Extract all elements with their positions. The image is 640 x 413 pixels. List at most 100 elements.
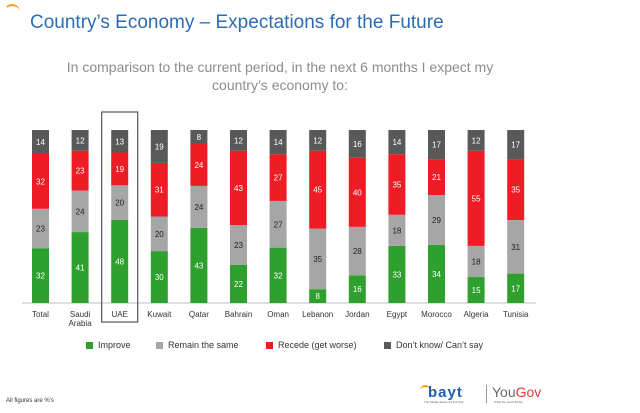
bar-label-saudi-arabia-recede-get-worse: 23 [76, 167, 85, 176]
bar-label-total-recede-get-worse: 32 [36, 177, 45, 186]
bar-tunisia-recede-get-worse [507, 159, 525, 220]
category-label-saudi-arabia: Saudi Arabia [69, 310, 93, 328]
bar-bahrain-improve [230, 264, 247, 303]
bar-label-lebanon-don-t-know-can-t-say: 12 [313, 136, 322, 145]
bar-lebanon-improve [309, 289, 327, 303]
bar-label-saudi-arabia-remain-the-same: 24 [76, 207, 85, 216]
bar-total-improve [32, 248, 49, 303]
legend-swatch-recede [266, 342, 273, 350]
category-label-qatar: Qatar [189, 310, 209, 319]
legend-item-improve: Improve [86, 340, 131, 350]
bar-label-kuwait-recede-get-worse: 31 [155, 186, 164, 195]
legend-item-recede: Recede (get worse) [266, 340, 357, 350]
bar-uae-remain-the-same [111, 185, 129, 220]
bar-morocco-improve [428, 244, 445, 303]
bar-label-kuwait-remain-the-same: 20 [155, 230, 164, 239]
category-label-egypt: Egypt [387, 310, 408, 319]
bar-label-bahrain-improve: 22 [234, 280, 243, 289]
bar-label-oman-don-t-know-can-t-say: 14 [274, 138, 283, 147]
bar-label-kuwait-don-t-know-can-t-say: 19 [155, 142, 164, 151]
bar-label-tunisia-don-t-know-can-t-say: 17 [511, 141, 520, 150]
bar-saudi-arabia-don-t-know-can-t-say [71, 130, 89, 151]
bar-label-qatar-don-t-know-can-t-say: 8 [197, 133, 202, 142]
bar-bahrain-don-t-know-can-t-say [230, 130, 247, 151]
bar-label-morocco-remain-the-same: 29 [432, 216, 441, 225]
bar-algeria-recede-get-worse [467, 150, 485, 246]
bar-label-kuwait-improve: 30 [155, 273, 164, 282]
bar-lebanon-recede-get-worse [309, 150, 327, 229]
bar-morocco-remain-the-same [428, 195, 445, 245]
yougov-logo-word: YouGov [492, 384, 541, 400]
category-label-uae: UAE [111, 310, 127, 319]
bar-lebanon-remain-the-same [309, 228, 327, 290]
legend-label-dont-know: Don’t know/ Can’t say [396, 340, 484, 350]
category-label-lebanon: Lebanon [302, 310, 333, 319]
bar-qatar-don-t-know-can-t-say [190, 130, 208, 144]
bar-egypt-don-t-know-can-t-say [388, 130, 406, 155]
bar-algeria-improve [467, 277, 485, 303]
corner-accent-mark [4, 4, 20, 14]
bar-tunisia-improve [507, 273, 525, 303]
bar-oman-improve [269, 247, 287, 303]
chart-legend: Improve Remain the same Recede (get wors… [86, 340, 526, 354]
bar-label-total-don-t-know-can-t-say: 14 [36, 138, 45, 147]
bar-label-algeria-recede-get-worse: 55 [472, 194, 481, 203]
category-label-algeria: Algeria [464, 310, 489, 319]
bar-label-tunisia-remain-the-same: 31 [511, 243, 520, 252]
bar-bahrain-recede-get-worse [230, 150, 247, 226]
bar-label-algeria-remain-the-same: 18 [472, 257, 481, 266]
bayt-logo-arc [420, 385, 430, 393]
bar-morocco-recede-get-worse [428, 159, 445, 196]
bar-label-uae-recede-get-worse: 19 [115, 165, 124, 174]
bar-kuwait-improve [150, 251, 168, 303]
bar-jordan-recede-get-worse [348, 157, 366, 227]
category-label-kuwait: Kuwait [147, 310, 172, 319]
yougov-logo: YouGov What the world thinks [492, 383, 552, 405]
bar-label-saudi-arabia-don-t-know-can-t-say: 12 [76, 136, 85, 145]
bar-label-egypt-improve: 33 [392, 270, 401, 279]
bar-qatar-improve [190, 227, 208, 303]
legend-item-remain: Remain the same [156, 340, 239, 350]
bar-morocco-don-t-know-can-t-say [428, 130, 445, 160]
category-label-tunisia: Tunisia [503, 310, 529, 319]
bar-label-tunisia-recede-get-worse: 35 [511, 186, 520, 195]
bar-label-jordan-recede-get-worse: 40 [353, 188, 362, 197]
bar-tunisia-don-t-know-can-t-say [507, 130, 525, 160]
legend-swatch-remain [156, 342, 163, 350]
bar-label-qatar-remain-the-same: 24 [194, 203, 203, 212]
figures-footnote: All figures are %'s [6, 398, 54, 404]
bar-uae-improve [111, 219, 129, 303]
bar-total-don-t-know-can-t-say [32, 130, 49, 154]
page-title: Country’s Economy – Expectations for the… [30, 12, 444, 33]
bar-saudi-arabia-remain-the-same [71, 190, 89, 233]
bar-label-uae-remain-the-same: 20 [115, 199, 124, 208]
category-label-total: Total [32, 310, 49, 319]
bar-qatar-recede-get-worse [190, 143, 208, 186]
bar-label-egypt-don-t-know-can-t-say: 14 [392, 138, 401, 147]
bar-label-total-improve: 32 [36, 272, 45, 281]
bar-label-tunisia-improve: 17 [511, 284, 520, 293]
bar-saudi-arabia-recede-get-worse [71, 150, 89, 191]
yougov-logo-tagline: What the world thinks [494, 400, 523, 404]
bar-label-morocco-recede-get-worse: 21 [432, 173, 441, 182]
chart-question: In comparison to the current period, in … [0, 58, 560, 94]
bar-uae-recede-get-worse [111, 152, 129, 186]
bar-label-jordan-don-t-know-can-t-say: 16 [353, 140, 362, 149]
yougov-logo-gov: Gov [515, 384, 542, 400]
bar-egypt-recede-get-worse [388, 154, 406, 215]
bar-kuwait-recede-get-worse [150, 162, 168, 217]
bar-label-uae-don-t-know-can-t-say: 13 [115, 137, 124, 146]
bar-qatar-remain-the-same [190, 185, 208, 228]
bar-label-qatar-recede-get-worse: 24 [194, 161, 203, 170]
legend-label-improve: Improve [98, 340, 131, 350]
bar-label-egypt-recede-get-worse: 35 [392, 180, 401, 189]
bar-label-saudi-arabia-improve: 41 [76, 264, 85, 273]
legend-item-dont-know: Don’t know/ Can’t say [384, 340, 483, 350]
category-label-oman: Oman [267, 310, 289, 319]
bar-label-bahrain-don-t-know-can-t-say: 12 [234, 136, 243, 145]
bar-jordan-don-t-know-can-t-say [348, 130, 366, 158]
bar-oman-recede-get-worse [269, 154, 287, 201]
bayt-logo-word: bayt [428, 384, 463, 401]
bar-label-bahrain-remain-the-same: 23 [234, 241, 243, 250]
